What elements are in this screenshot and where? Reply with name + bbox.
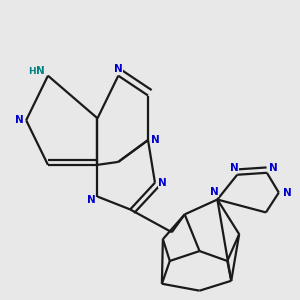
Text: N: N bbox=[269, 163, 278, 173]
Text: H: H bbox=[28, 67, 35, 76]
Text: N: N bbox=[283, 188, 292, 198]
Text: N: N bbox=[114, 64, 123, 74]
Text: N: N bbox=[15, 115, 24, 125]
Text: N: N bbox=[158, 178, 167, 188]
Text: N: N bbox=[36, 66, 45, 76]
Text: N: N bbox=[151, 135, 160, 145]
Text: N: N bbox=[230, 163, 239, 173]
Text: N: N bbox=[210, 187, 219, 197]
Text: N: N bbox=[87, 195, 95, 205]
